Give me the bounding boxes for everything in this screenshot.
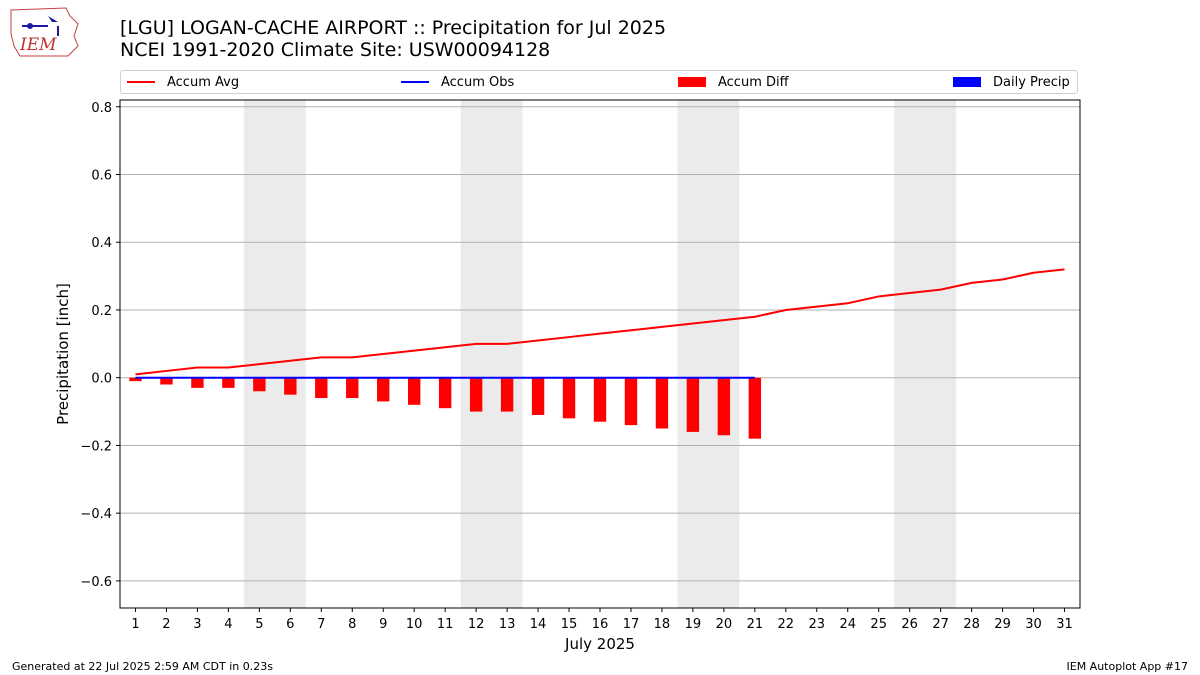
- accum-diff-bar: [531, 377, 545, 415]
- legend-swatch-accum-diff: [678, 77, 706, 87]
- x-tick-label: 24: [839, 617, 856, 632]
- x-tick-label: 31: [1056, 617, 1073, 632]
- x-tick-label: 18: [654, 617, 671, 632]
- x-tick-label: 11: [437, 617, 454, 632]
- x-tick-label: 27: [932, 617, 949, 632]
- accum-diff-bar: [191, 377, 204, 388]
- legend-swatch-daily-precip: [953, 77, 981, 87]
- y-tick-label: 0.8: [91, 101, 112, 116]
- footer-generated: Generated at 22 Jul 2025 2:59 AM CDT in …: [12, 660, 273, 673]
- x-tick-label: 7: [317, 617, 325, 632]
- legend-item-daily-precip: Daily Precip: [953, 71, 1070, 93]
- accum-diff-bar: [315, 377, 328, 399]
- chart-title: [LGU] LOGAN-CACHE AIRPORT :: Precipitati…: [120, 17, 667, 39]
- chart-subtitle: NCEI 1991-2020 Climate Site: USW00094128: [120, 39, 551, 61]
- x-tick-label: 23: [809, 617, 826, 632]
- diff-bars: [129, 377, 762, 439]
- x-tick-label: 3: [193, 617, 201, 632]
- x-tick-label: 2: [162, 617, 170, 632]
- accum-diff-bar: [655, 377, 669, 429]
- accum-diff-bar: [686, 377, 700, 432]
- x-tick-label: 8: [348, 617, 356, 632]
- weekend-band: [677, 100, 740, 608]
- accum-diff-bar: [593, 377, 607, 422]
- x-tick-label: 20: [716, 617, 733, 632]
- legend-label-accum-avg: Accum Avg: [167, 74, 240, 90]
- accum-diff-bar: [346, 377, 359, 399]
- accum-diff-bar: [284, 377, 297, 395]
- series-lines: [135, 268, 1065, 379]
- legend-item-accum-obs: Accum Obs: [401, 71, 514, 93]
- y-tick-label: 0.6: [91, 169, 112, 184]
- x-tick-label: 26: [901, 617, 918, 632]
- grid-lines: [120, 106, 1080, 582]
- x-tick-label: 16: [592, 617, 609, 632]
- x-tick-label: 22: [778, 617, 795, 632]
- accum-diff-bar: [222, 377, 235, 388]
- accum-diff-bar: [500, 377, 514, 412]
- x-tick-label: 30: [1025, 617, 1042, 632]
- x-tick-label: 14: [530, 617, 547, 632]
- weekend-band: [460, 100, 523, 608]
- accum-diff-bar: [624, 377, 638, 426]
- x-tick-label: 28: [963, 617, 980, 632]
- x-tick-label: 13: [499, 617, 516, 632]
- weekend-band: [243, 100, 306, 608]
- y-tick-label: −0.4: [80, 507, 112, 522]
- accum-diff-bar: [253, 377, 266, 392]
- logo-text: IEM: [19, 35, 57, 55]
- x-tick-label: 12: [468, 617, 485, 632]
- weekend-band: [894, 100, 957, 608]
- x-tick-label: 25: [870, 617, 887, 632]
- iem-logo: IEM: [10, 7, 79, 57]
- x-tick-label: 29: [994, 617, 1011, 632]
- accum-diff-bar: [469, 377, 483, 412]
- x-tick-label: 6: [286, 617, 294, 632]
- x-tick-label: 9: [379, 617, 387, 632]
- legend-label-daily-precip: Daily Precip: [993, 74, 1070, 90]
- accum-diff-bar: [129, 377, 142, 382]
- legend-label-accum-obs: Accum Obs: [441, 74, 515, 90]
- x-tick-label: 5: [255, 617, 263, 632]
- chart-legend: Accum Avg Accum Obs Accum Diff Daily Pre…: [120, 70, 1078, 94]
- accum-diff-bar: [408, 377, 421, 405]
- x-tick-label: 15: [561, 617, 578, 632]
- x-tick-label: 19: [685, 617, 702, 632]
- accum-diff-bar: [438, 377, 452, 409]
- accum-avg-line: [135, 268, 1065, 376]
- y-axis-label: Precipitation [inch]: [54, 283, 72, 425]
- y-tick-label: 0.4: [91, 236, 112, 251]
- axis-ticks: −0.6−0.4−0.20.00.20.40.60.81 2 3 4 5 6 7 8 9 10 11…: [80, 101, 1072, 632]
- y-tick-label: −0.2: [80, 439, 112, 454]
- accum-diff-bar: [377, 377, 390, 402]
- weekend-shading: [243, 100, 957, 608]
- x-tick-label: 1: [131, 617, 139, 632]
- x-axis-label: July 2025: [564, 635, 635, 653]
- footer-app: IEM Autoplot App #17: [1066, 660, 1189, 673]
- accum-diff-bar: [748, 377, 762, 439]
- x-tick-label: 4: [224, 617, 232, 632]
- legend-swatch-accum-obs: [401, 81, 429, 83]
- accum-diff-bar: [717, 377, 731, 436]
- legend-item-accum-diff: Accum Diff: [678, 71, 789, 93]
- accum-diff-bar: [562, 377, 576, 419]
- accum-diff-bar: [160, 377, 173, 385]
- y-tick-label: 0.2: [91, 304, 112, 319]
- x-tick-label: 17: [623, 617, 640, 632]
- legend-item-accum-avg: Accum Avg: [127, 71, 239, 93]
- y-tick-label: −0.6: [80, 575, 112, 590]
- legend-swatch-accum-avg: [127, 81, 155, 83]
- y-tick-label: 0.0: [91, 372, 112, 387]
- x-tick-label: 10: [406, 617, 423, 632]
- legend-label-accum-diff: Accum Diff: [718, 74, 789, 90]
- x-tick-label: 21: [747, 617, 764, 632]
